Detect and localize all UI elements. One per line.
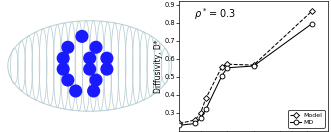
MD bbox=[204, 108, 208, 110]
Model bbox=[225, 63, 229, 65]
Circle shape bbox=[62, 74, 74, 86]
MD bbox=[310, 23, 314, 25]
Line: Model: Model bbox=[177, 9, 314, 126]
Circle shape bbox=[84, 52, 96, 64]
Model bbox=[220, 66, 224, 68]
Circle shape bbox=[57, 52, 69, 64]
Y-axis label: Diffusivity, D*: Diffusivity, D* bbox=[154, 39, 163, 93]
Text: $\rho^* = 0.3$: $\rho^* = 0.3$ bbox=[194, 6, 236, 22]
Circle shape bbox=[76, 30, 88, 42]
Model bbox=[310, 10, 314, 12]
Circle shape bbox=[62, 41, 74, 53]
Circle shape bbox=[84, 63, 96, 75]
Model bbox=[204, 98, 208, 99]
Circle shape bbox=[90, 41, 102, 53]
Circle shape bbox=[70, 85, 81, 97]
MD bbox=[225, 67, 229, 69]
Circle shape bbox=[57, 63, 69, 75]
Model bbox=[193, 119, 197, 121]
Model bbox=[252, 64, 256, 66]
MD bbox=[199, 117, 203, 119]
Model bbox=[177, 123, 181, 124]
MD bbox=[252, 65, 256, 67]
Legend: Model, MD: Model, MD bbox=[288, 110, 325, 128]
Circle shape bbox=[101, 63, 113, 75]
Model bbox=[199, 112, 203, 114]
Line: MD: MD bbox=[177, 21, 314, 128]
MD bbox=[193, 123, 197, 124]
MD bbox=[220, 75, 224, 77]
MD bbox=[177, 124, 181, 126]
Circle shape bbox=[101, 52, 113, 64]
Circle shape bbox=[90, 74, 102, 86]
Circle shape bbox=[88, 85, 100, 97]
